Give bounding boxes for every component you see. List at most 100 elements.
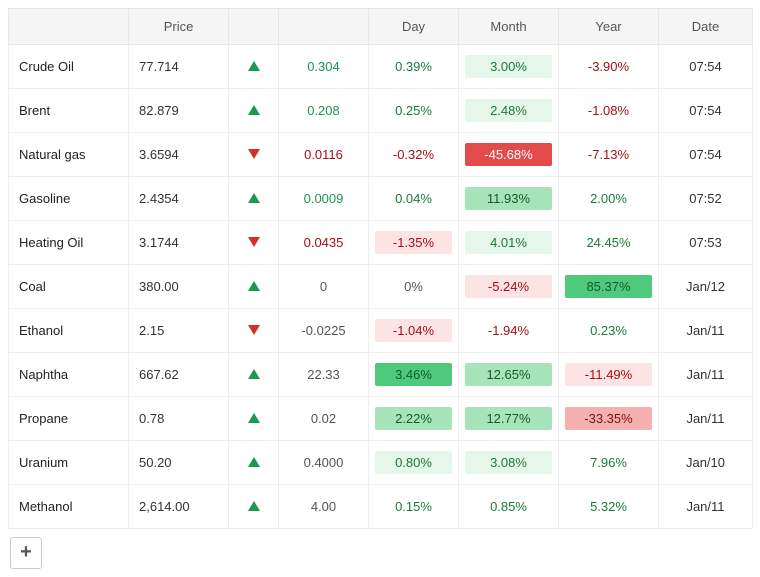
month-pct-cell: 3.00% [459,45,559,89]
commodity-name[interactable]: Coal [9,265,129,309]
date-cell: Jan/10 [659,441,753,485]
header-arrow [229,9,279,45]
header-price[interactable]: Price [129,9,229,45]
header-name[interactable] [9,9,129,45]
commodity-name[interactable]: Heating Oil [9,221,129,265]
table-row[interactable]: Uranium50.200.40000.80%3.08%7.96%Jan/10 [9,441,753,485]
add-button[interactable]: + [10,537,42,569]
date-cell: 07:54 [659,89,753,133]
price-cell: 0.78 [129,397,229,441]
table-row[interactable]: Crude Oil77.7140.3040.39%3.00%-3.90%07:5… [9,45,753,89]
year-pct-cell: 24.45% [559,221,659,265]
date-cell: Jan/12 [659,265,753,309]
commodity-name[interactable]: Gasoline [9,177,129,221]
commodity-name[interactable]: Propane [9,397,129,441]
direction-cell [229,353,279,397]
header-year[interactable]: Year [559,9,659,45]
price-cell: 50.20 [129,441,229,485]
day-pct-cell: -1.35% [369,221,459,265]
triangle-up-icon [248,281,260,291]
date-cell: Jan/11 [659,397,753,441]
day-pct-cell: -0.32% [369,133,459,177]
direction-cell [229,133,279,177]
commodity-name[interactable]: Naphtha [9,353,129,397]
year-pct-cell: 0.23% [559,309,659,353]
month-pct-cell: 12.65% [459,353,559,397]
year-pct-cell: -11.49% [559,353,659,397]
table-row[interactable]: Ethanol2.15-0.0225-1.04%-1.94%0.23%Jan/1… [9,309,753,353]
change-cell: 0.02 [279,397,369,441]
year-pct-cell: 85.37% [559,265,659,309]
change-cell: 0.4000 [279,441,369,485]
triangle-up-icon [248,105,260,115]
month-pct-cell: 12.77% [459,397,559,441]
header-change[interactable] [279,9,369,45]
year-pct-cell: 2.00% [559,177,659,221]
triangle-up-icon [248,193,260,203]
month-pct-cell: -5.24% [459,265,559,309]
direction-cell [229,177,279,221]
change-cell: 4.00 [279,485,369,529]
direction-cell [229,221,279,265]
triangle-up-icon [248,369,260,379]
month-pct-cell: -45.68% [459,133,559,177]
triangle-up-icon [248,501,260,511]
price-cell: 82.879 [129,89,229,133]
header-date[interactable]: Date [659,9,753,45]
table-row[interactable]: Natural gas3.65940.0116-0.32%-45.68%-7.1… [9,133,753,177]
month-pct-cell: 2.48% [459,89,559,133]
table-row[interactable]: Propane0.780.022.22%12.77%-33.35%Jan/11 [9,397,753,441]
table-row[interactable]: Heating Oil3.17440.0435-1.35%4.01%24.45%… [9,221,753,265]
commodity-name[interactable]: Brent [9,89,129,133]
price-cell: 667.62 [129,353,229,397]
year-pct-cell: 5.32% [559,485,659,529]
year-pct-cell: -1.08% [559,89,659,133]
triangle-up-icon [248,61,260,71]
table-row[interactable]: Coal380.00 00%-5.24%85.37%Jan/12 [9,265,753,309]
commodity-name[interactable]: Natural gas [9,133,129,177]
table-row[interactable]: Methanol2,614.004.000.15%0.85%5.32%Jan/1… [9,485,753,529]
table-row[interactable]: Naphtha667.6222.333.46%12.65%-11.49%Jan/… [9,353,753,397]
header-month[interactable]: Month [459,9,559,45]
table-row[interactable]: Gasoline2.43540.00090.04%11.93%2.00%07:5… [9,177,753,221]
year-pct-cell: -33.35% [559,397,659,441]
triangle-down-icon [248,325,260,335]
day-pct-cell: 0.25% [369,89,459,133]
price-cell: 2.15 [129,309,229,353]
triangle-down-icon [248,149,260,159]
change-cell: -0.0225 [279,309,369,353]
triangle-up-icon [248,413,260,423]
date-cell: Jan/11 [659,309,753,353]
date-cell: Jan/11 [659,353,753,397]
change-cell: 0.304 [279,45,369,89]
table-row[interactable]: Brent82.879 0.2080.25%2.48%-1.08%07:54 [9,89,753,133]
price-cell: 3.6594 [129,133,229,177]
date-cell: 07:52 [659,177,753,221]
change-cell: 0.0435 [279,221,369,265]
header-day[interactable]: Day [369,9,459,45]
price-cell: 2,614.00 [129,485,229,529]
price-cell: 77.714 [129,45,229,89]
direction-cell [229,397,279,441]
month-pct-cell: 0.85% [459,485,559,529]
price-cell: 2.4354 [129,177,229,221]
year-pct-cell: 7.96% [559,441,659,485]
price-cell: 3.1744 [129,221,229,265]
year-pct-cell: -3.90% [559,45,659,89]
commodity-name[interactable]: Crude Oil [9,45,129,89]
commodity-name[interactable]: Uranium [9,441,129,485]
commodity-name[interactable]: Methanol [9,485,129,529]
direction-cell [229,45,279,89]
month-pct-cell: -1.94% [459,309,559,353]
day-pct-cell: 0.39% [369,45,459,89]
commodity-name[interactable]: Ethanol [9,309,129,353]
direction-cell [229,89,279,133]
table-body: Crude Oil77.7140.3040.39%3.00%-3.90%07:5… [9,45,753,529]
change-cell: 0.0116 [279,133,369,177]
change-cell: 0.208 [279,89,369,133]
day-pct-cell: 0% [369,265,459,309]
price-cell: 380.00 [129,265,229,309]
date-cell: Jan/11 [659,485,753,529]
day-pct-cell: 0.04% [369,177,459,221]
change-cell: 0 [279,265,369,309]
